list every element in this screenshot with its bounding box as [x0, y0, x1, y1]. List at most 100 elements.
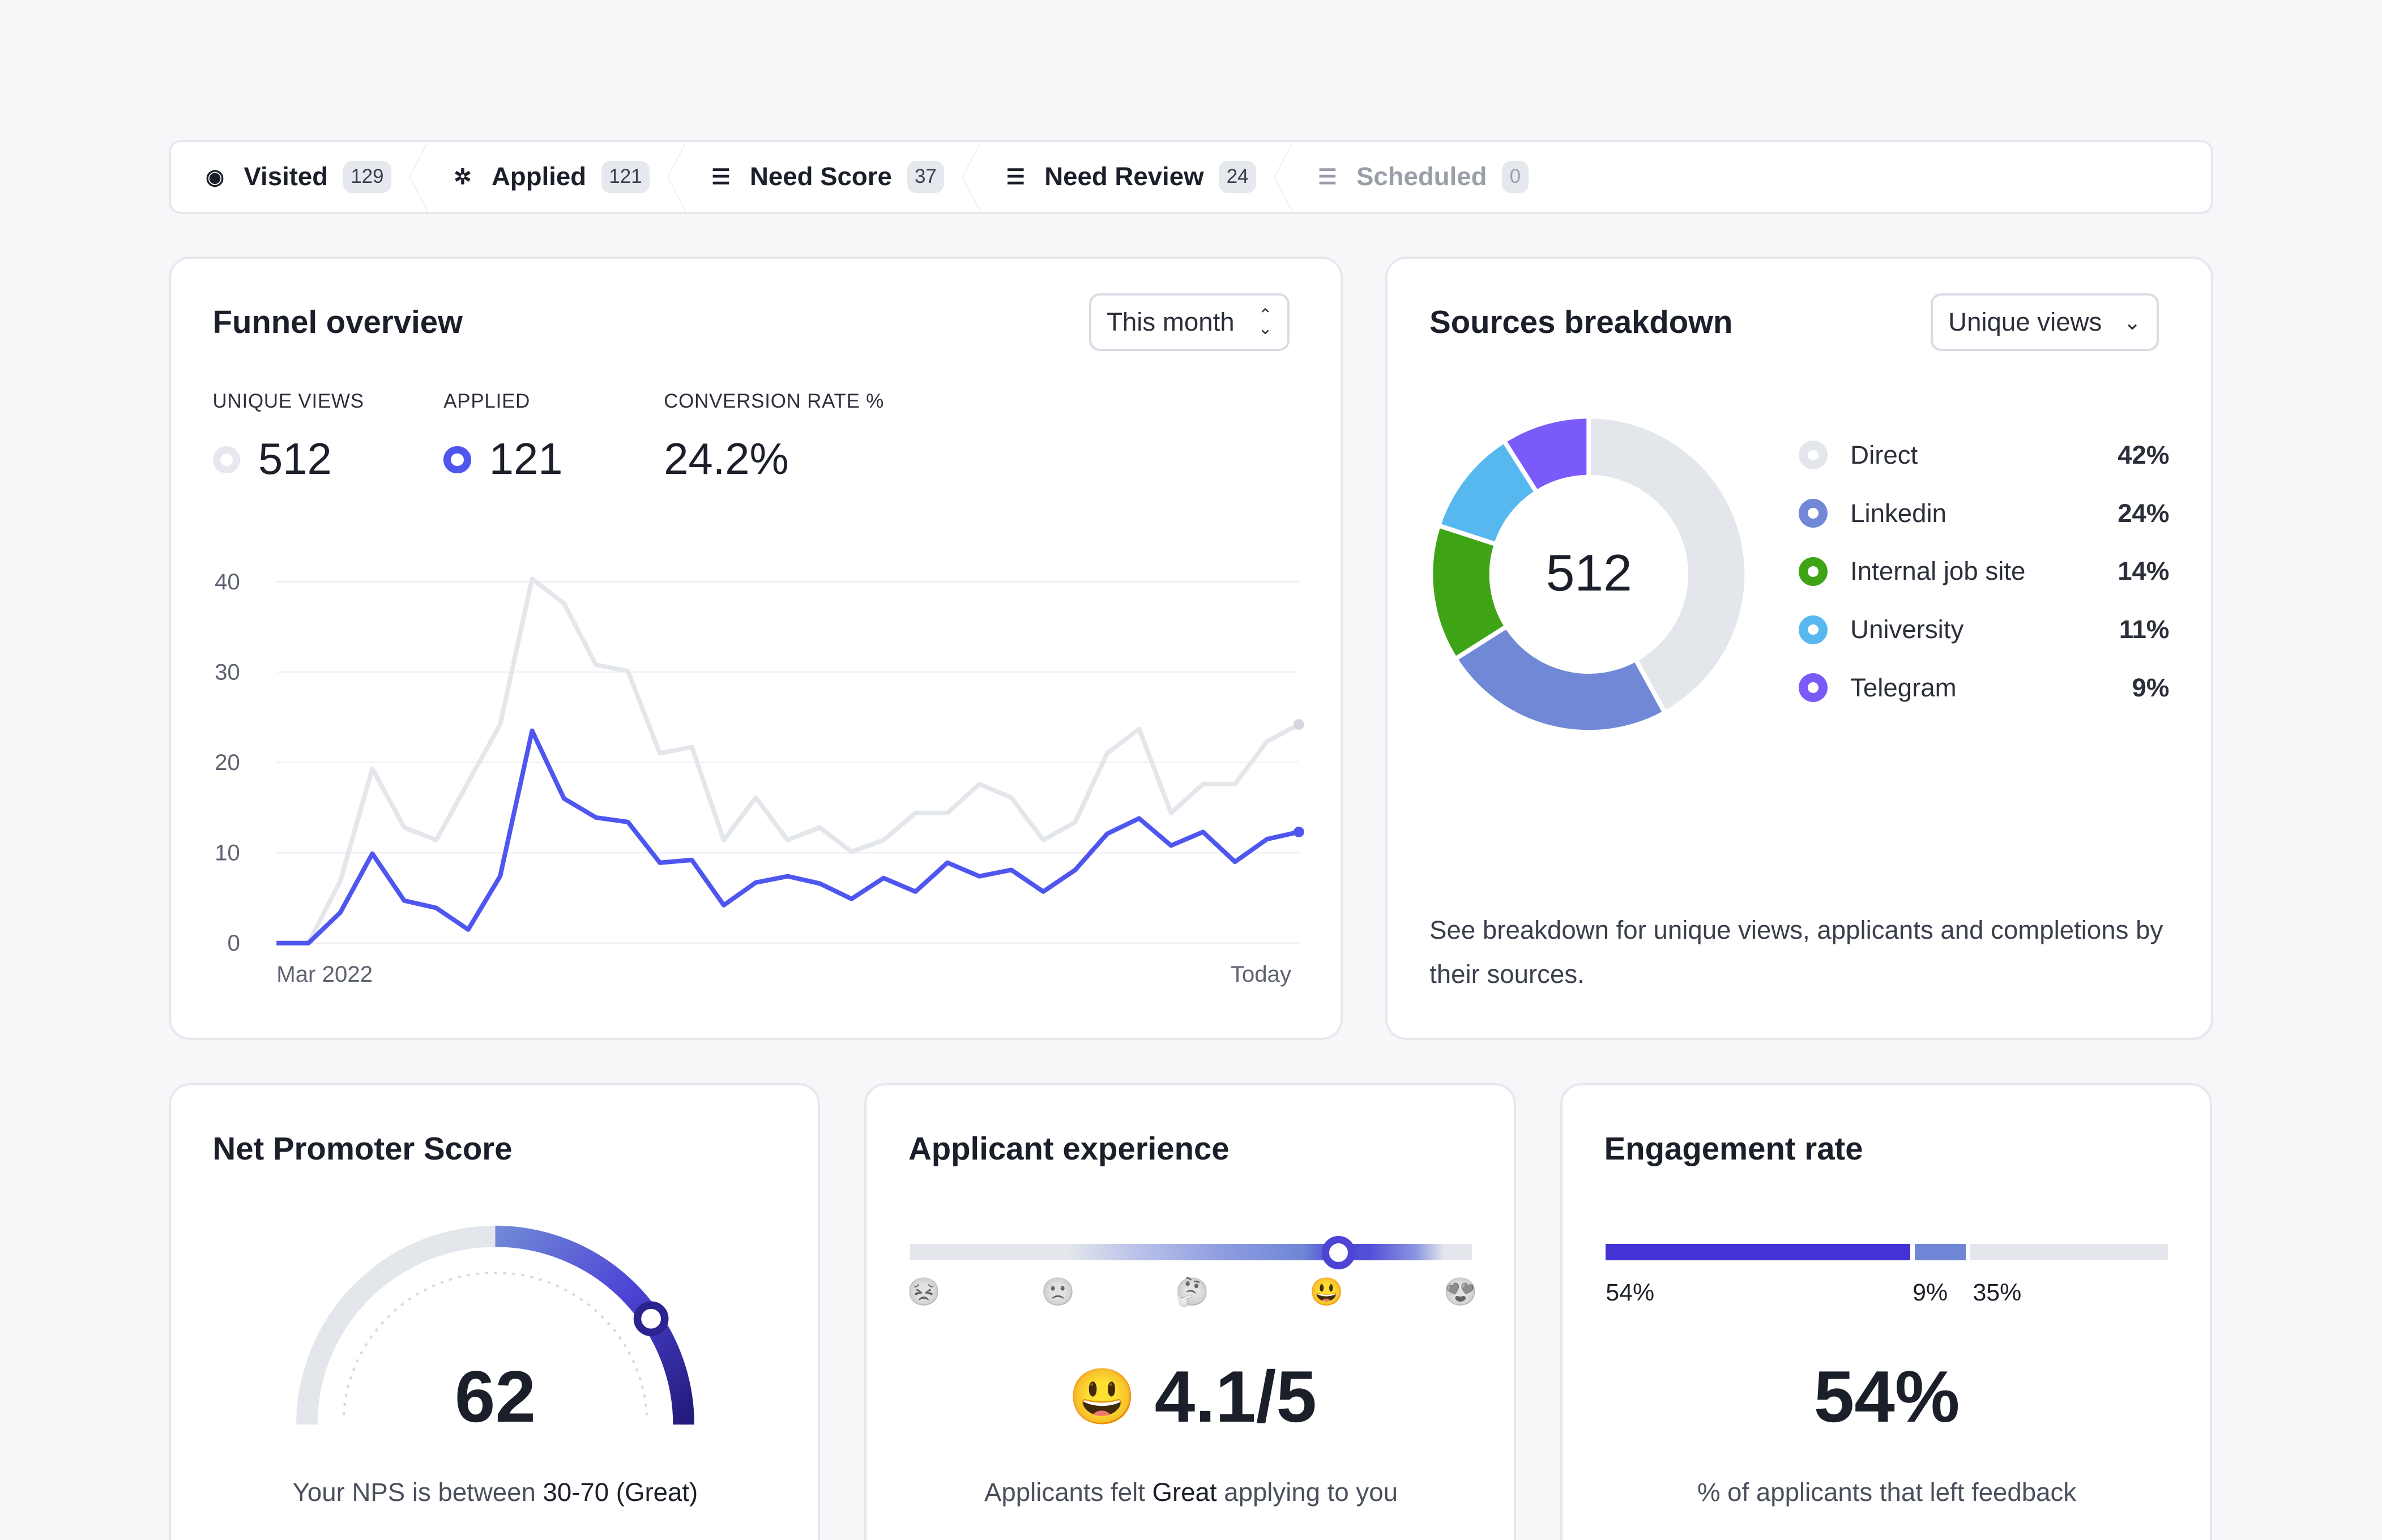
- legend-value: 42%: [2118, 440, 2170, 469]
- chevron-up-down-icon: ⌃ ⌄: [1258, 305, 1273, 338]
- stat-label: CONVERSION RATE %: [664, 390, 884, 413]
- nps-caption: Your NPS is between 30-70 (Great): [191, 1478, 799, 1507]
- experience-slider-handle[interactable]: [1321, 1236, 1355, 1270]
- caption-text: applying to you: [1216, 1477, 1398, 1507]
- x-axis-start-label: Mar 2022: [276, 961, 373, 987]
- step-need-score[interactable]: ☰ Need Score 37: [677, 142, 981, 212]
- metric-select[interactable]: Unique views ⌄: [1931, 293, 2159, 351]
- y-tick-label: 20: [215, 750, 240, 775]
- inbox-stack-icon: ☰: [1006, 165, 1026, 189]
- step-count-badge: 37: [907, 161, 945, 193]
- sources-title: Sources breakdown: [1429, 304, 1733, 340]
- conversion-stat: 24.2%: [664, 434, 789, 485]
- engagement-segment: [1606, 1243, 1911, 1261]
- series-dot-icon: [443, 446, 471, 473]
- inbox-stack-icon: ☰: [711, 165, 731, 189]
- legend-dot-icon: [1798, 499, 1828, 528]
- stat-value: 24.2%: [664, 435, 789, 484]
- rating-value: 4.1/5: [1154, 1355, 1317, 1438]
- legend-item: Telegram 9%: [1798, 673, 2170, 703]
- metric-value: Unique views: [1948, 307, 2102, 336]
- legend-label: Linkedin: [1850, 498, 1946, 528]
- applicant-experience-card: [864, 1083, 1517, 1540]
- nps-score: 62: [454, 1355, 536, 1438]
- period-value: This month: [1107, 307, 1235, 336]
- chevron-down-icon: ⌄: [2123, 310, 2141, 334]
- series-dot-icon: [212, 446, 240, 473]
- step-count-badge: 129: [343, 161, 391, 193]
- experience-slider-track[interactable]: [910, 1243, 1472, 1261]
- engagement-title: Engagement rate: [1604, 1130, 1863, 1166]
- funnel-title: Funnel overview: [212, 304, 463, 340]
- nps-title: Net Promoter Score: [212, 1130, 513, 1166]
- experience-rating: 😃 4.1/5: [942, 1355, 1443, 1439]
- sources-description: See breakdown for unique views, applican…: [1429, 916, 2163, 989]
- step-visited[interactable]: ◉ Visited 129: [171, 142, 428, 212]
- legend-value: 9%: [2132, 673, 2170, 702]
- step-count-badge: 24: [1219, 161, 1256, 193]
- stat-label: UNIQUE VIEWS: [212, 390, 364, 413]
- step-label: Scheduled: [1356, 162, 1487, 191]
- legend-item: Linkedin 24%: [1798, 498, 2169, 528]
- series-end-point: [1294, 827, 1304, 837]
- y-tick-label: 0: [227, 930, 240, 956]
- donut-total: 512: [1546, 544, 1632, 602]
- legend-label: Direct: [1850, 440, 1918, 469]
- legend-item: Direct 42%: [1798, 440, 2170, 470]
- stat-value: 121: [489, 435, 563, 484]
- step-need-review[interactable]: ☰ Need Review 24: [972, 142, 1294, 212]
- caption-value: 30-70 (Great): [543, 1477, 698, 1507]
- eye-icon: ◉: [206, 165, 224, 189]
- engagement-bar: [1606, 1243, 2168, 1261]
- legend-value: 14%: [2118, 557, 2170, 586]
- legend-dot-icon: [1798, 673, 1828, 703]
- engagement-rate-card: [1560, 1083, 2212, 1540]
- experience-title: Applicant experience: [908, 1130, 1230, 1166]
- legend-label: Telegram: [1850, 673, 1957, 702]
- donut-slice-direct: [1586, 413, 1749, 716]
- segment-label: 54%: [1606, 1278, 1655, 1306]
- y-tick-label: 10: [215, 840, 240, 866]
- donut-slice-linkedin: [1452, 623, 1668, 734]
- rating-emoji-icon-4[interactable]: 😃: [1309, 1277, 1344, 1308]
- caption-value: Great: [1152, 1477, 1217, 1507]
- step-applied[interactable]: ✲ Applied 121: [419, 142, 686, 212]
- stat-label: APPLIED: [443, 390, 531, 413]
- step-scheduled[interactable]: ☰ Scheduled 0: [1283, 142, 1556, 212]
- series-line-0: [276, 576, 1300, 946]
- rating-emoji-icon-2[interactable]: 🙁: [1041, 1277, 1075, 1308]
- legend-label: University: [1850, 615, 1964, 644]
- legend-dot-icon: [1798, 615, 1828, 644]
- gauge-inner-dashes: [342, 1271, 648, 1415]
- experience-caption: Applicants felt Great applying to you: [887, 1478, 1495, 1507]
- applied-stat: 121: [443, 434, 562, 485]
- legend-dot-icon: [1798, 440, 1828, 470]
- pipeline-steps: ◉ Visited 129 ✲ Applied 121 ☰ Need Score 37 ☰ Need…: [168, 139, 2214, 215]
- donut-slice-telegram: [1501, 413, 1591, 495]
- caption-text: Your NPS is between: [292, 1477, 543, 1507]
- rating-emoji-icon-5[interactable]: 😍: [1443, 1277, 1478, 1308]
- gauge-knob: [633, 1301, 669, 1336]
- step-count-badge: 0: [1502, 161, 1529, 193]
- period-select[interactable]: This month ⌃ ⌄: [1089, 293, 1290, 351]
- legend-item: Internal job site 14%: [1798, 557, 2170, 586]
- sources-donut-chart: [1428, 413, 1749, 734]
- x-axis-end-label: Today: [1230, 961, 1292, 987]
- step-label: Applied: [491, 162, 587, 191]
- rating-emoji-icon-3[interactable]: 🤔: [1175, 1277, 1210, 1308]
- smile-emoji-icon: 😃: [1068, 1366, 1137, 1427]
- y-tick-label: 30: [215, 659, 240, 685]
- y-tick-label: 40: [215, 569, 240, 594]
- segment-label: 35%: [1973, 1278, 2022, 1306]
- step-label: Need Review: [1044, 162, 1204, 191]
- rating-emoji-icon-1[interactable]: 😣: [907, 1277, 941, 1308]
- engagement-segment: [1970, 1243, 2168, 1261]
- legend-label: Internal job site: [1850, 557, 2026, 586]
- funnel-overview-card: [168, 256, 1343, 1041]
- unique-views-stat: 512: [212, 434, 332, 485]
- nps-gauge: [296, 1225, 694, 1425]
- step-count-badge: 121: [601, 161, 650, 193]
- step-label: Need Score: [749, 162, 892, 191]
